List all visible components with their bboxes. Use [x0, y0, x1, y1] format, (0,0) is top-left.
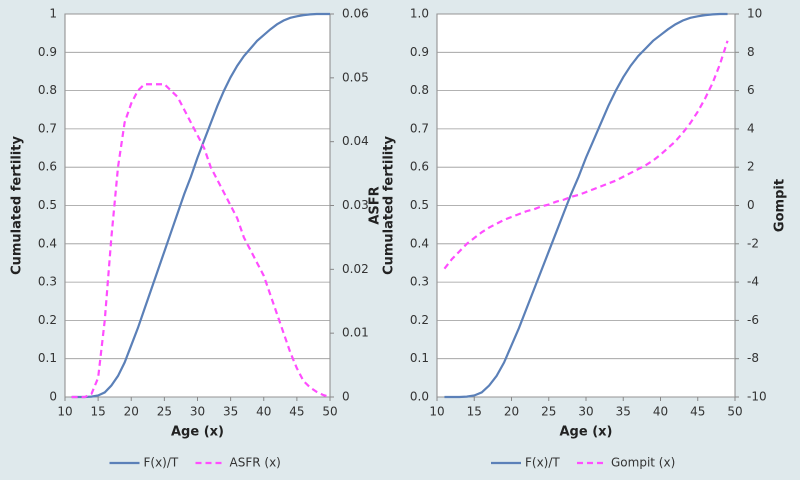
- x-tick-label: 45: [289, 405, 304, 419]
- y2-tick-label: -8: [747, 351, 759, 365]
- data-line: [71, 83, 331, 399]
- y2-tick-label: 0: [747, 198, 755, 212]
- data-line: [444, 12, 728, 399]
- y2-tick-label: 0: [342, 390, 350, 404]
- y-tick-label: 0.5: [410, 198, 429, 212]
- legend-label: F(x)/T: [525, 456, 560, 470]
- y2-tick-label: -6: [747, 313, 759, 327]
- y-tick-label: 0.7: [38, 121, 57, 135]
- x-tick-label: 25: [157, 405, 172, 419]
- y-axis-title: Cumulated fertility: [382, 136, 397, 275]
- y-tick-label: 1.0: [410, 7, 429, 21]
- x-tick-label: 40: [256, 405, 271, 419]
- data-line: [443, 40, 729, 270]
- y-tick-label: 0.8: [38, 83, 57, 97]
- y-tick-label: 1: [49, 7, 57, 21]
- x-tick-label: 20: [124, 405, 139, 419]
- y2-tick-label: 6: [747, 83, 755, 97]
- x-axis-title: Age (x): [171, 425, 224, 440]
- x-tick-label: 50: [727, 405, 742, 419]
- y2-tick-label: 0.03: [342, 198, 369, 212]
- y-axis-title: Cumulated fertility: [10, 136, 25, 275]
- y-tick-label: 0.1: [38, 351, 57, 365]
- y-tick-label: 0.3: [38, 275, 57, 289]
- y2-tick-label: 0.06: [342, 7, 369, 21]
- x-tick-label: 10: [57, 405, 72, 419]
- y2-tick-label: 2: [747, 160, 755, 174]
- x-tick-label: 45: [690, 405, 705, 419]
- y-tick-label: 0.9: [38, 45, 57, 59]
- y2-tick-label: -10: [747, 390, 767, 404]
- x-tick-label: 30: [578, 405, 593, 419]
- x-tick-label: 40: [653, 405, 668, 419]
- y-tick-label: 0.4: [410, 236, 429, 250]
- y2-tick-label: 4: [747, 121, 755, 135]
- y-tick-label: 0.6: [38, 160, 57, 174]
- y2-tick-label: 8: [747, 45, 755, 59]
- y2-tick-label: 0.02: [342, 262, 369, 276]
- y-tick-label: 0.5: [38, 198, 57, 212]
- y-tick-label: 0: [49, 390, 57, 404]
- y-tick-label: 0.6: [410, 160, 429, 174]
- x-tick-label: 30: [190, 405, 205, 419]
- x-tick-label: 15: [467, 405, 482, 419]
- y-tick-label: 0.1: [410, 351, 429, 365]
- legend-label: Gompit (x): [611, 456, 675, 470]
- y-tick-label: 0.8: [410, 83, 429, 97]
- y2-axis-title: Gompit: [773, 179, 788, 232]
- x-tick-label: 10: [429, 405, 444, 419]
- x-tick-label: 15: [90, 405, 105, 419]
- x-axis-title: Age (x): [560, 425, 613, 440]
- y2-tick-label: 0.04: [342, 134, 369, 148]
- x-tick-label: 35: [616, 405, 631, 419]
- y-tick-label: 0.3: [410, 275, 429, 289]
- data-line: [71, 12, 330, 399]
- y-tick-label: 0.4: [38, 236, 57, 250]
- y2-tick-label: 0.05: [342, 70, 369, 84]
- y2-tick-label: -2: [747, 236, 759, 250]
- x-tick-label: 35: [223, 405, 238, 419]
- y2-tick-label: 0.01: [342, 326, 369, 340]
- y-tick-label: 0.7: [410, 121, 429, 135]
- legend-label: ASFR (x): [230, 456, 281, 470]
- y2-axis-title: ASFR: [368, 186, 383, 224]
- x-tick-label: 50: [322, 405, 337, 419]
- y2-tick-label: -4: [747, 275, 759, 289]
- y-tick-label: 0.9: [410, 45, 429, 59]
- x-tick-label: 25: [541, 405, 556, 419]
- y-tick-label: 0.2: [38, 313, 57, 327]
- y-tick-label: 0.2: [410, 313, 429, 327]
- y2-tick-label: 10: [747, 7, 762, 21]
- y-tick-label: 0.0: [410, 390, 429, 404]
- x-tick-label: 20: [504, 405, 519, 419]
- legend-label: F(x)/T: [144, 456, 179, 470]
